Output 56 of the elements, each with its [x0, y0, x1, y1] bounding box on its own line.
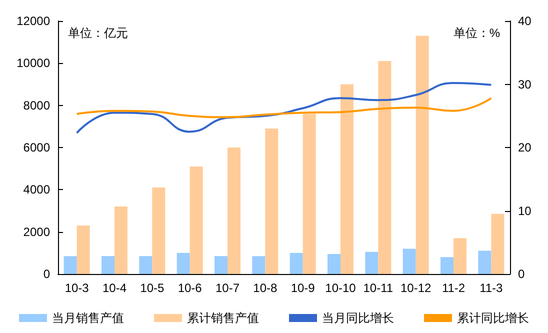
bar — [454, 238, 466, 274]
x-tick-label: 10-3 — [64, 281, 90, 295]
bar — [76, 226, 90, 274]
y2-tick-label: 10 — [518, 204, 532, 218]
x-tick-label: 10-4 — [102, 281, 127, 295]
legend-label: 当月销售产值 — [52, 311, 124, 325]
y2-tick-label: 20 — [518, 140, 532, 154]
x-tick-label: 10-9 — [290, 281, 316, 295]
y-tick-label: 12000 — [16, 14, 50, 28]
x-tick-label: 10-12 — [400, 281, 432, 295]
bar — [190, 166, 203, 274]
y2-tick-label: 0 — [518, 267, 525, 281]
legend-label: 累计同比增长 — [457, 311, 529, 325]
y-tick-label: 0 — [43, 267, 50, 281]
y-tick-label: 4000 — [23, 182, 50, 197]
bar — [228, 148, 240, 274]
bar — [416, 36, 429, 274]
bar — [152, 188, 166, 274]
y-tick-label: 6000 — [23, 140, 50, 154]
x-tick-label: 10-10 — [325, 281, 356, 295]
bar — [139, 256, 152, 274]
legend-label: 当月同比增长 — [322, 311, 394, 325]
legend-label: 累计销售产值 — [187, 311, 259, 325]
annotation: 单位：% — [453, 26, 500, 40]
bar — [365, 252, 378, 274]
bar — [102, 256, 114, 274]
x-tick-label: 10-11 — [363, 281, 394, 295]
bar — [252, 256, 266, 274]
bar — [176, 252, 190, 274]
annotation: 单位：亿元 — [68, 26, 128, 40]
y-tick-label: 10000 — [16, 56, 50, 70]
bar — [478, 250, 492, 274]
y2-tick-label: 40 — [518, 14, 532, 28]
line-series — [76, 82, 492, 134]
bar — [302, 114, 316, 274]
y-tick-label: 2000 — [23, 224, 50, 239]
bar — [440, 257, 454, 274]
line-series — [76, 97, 492, 118]
x-tick-label: 11-2 — [442, 281, 466, 295]
bar — [378, 61, 392, 274]
x-tick-label: 10-5 — [140, 281, 164, 295]
bar — [265, 128, 278, 274]
bar — [114, 206, 128, 274]
x-tick-label: 10-8 — [253, 281, 278, 295]
x-tick-label: 11-3 — [480, 281, 504, 295]
bar — [491, 214, 504, 274]
bar — [340, 84, 354, 274]
x-tick-label: 10-7 — [215, 281, 240, 295]
y-tick-label: 8000 — [23, 98, 50, 112]
y2-tick-label: 30 — [518, 77, 532, 92]
bar — [290, 252, 303, 274]
bar — [402, 248, 416, 274]
bar — [328, 254, 340, 274]
bar — [64, 256, 77, 274]
x-tick-label: 10-6 — [178, 281, 202, 295]
bar — [214, 256, 228, 274]
